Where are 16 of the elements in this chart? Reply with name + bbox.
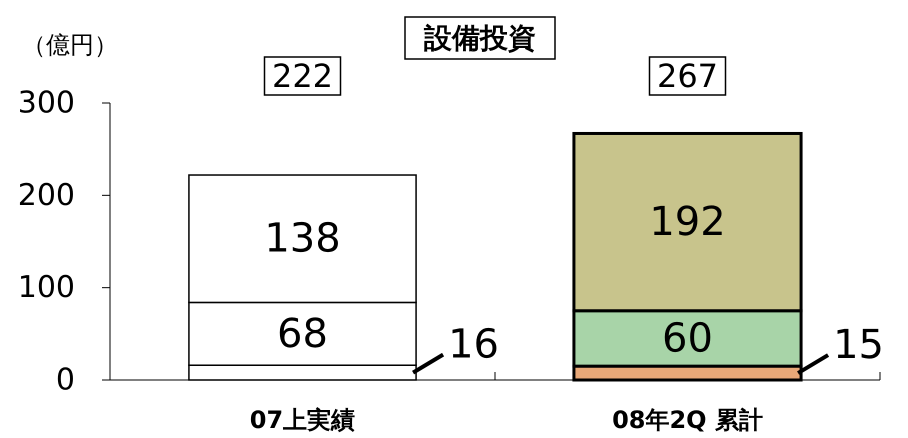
y-tick-label: 100 [18, 270, 75, 306]
y-axis-title: （億円） [22, 31, 118, 59]
total-label: 222 [272, 57, 334, 95]
chart-title: 設備投資 [423, 22, 536, 54]
total-label: 267 [656, 57, 718, 95]
data-label: 192 [649, 199, 726, 246]
data-label: 138 [264, 216, 341, 262]
data-label: 15 [833, 322, 884, 368]
x-tick-label: 07上実績 [250, 406, 356, 434]
y-tick-label: 200 [18, 178, 75, 213]
data-label: 68 [277, 310, 328, 357]
y-tick-label: 0 [56, 362, 75, 398]
y-tick-label: 300 [18, 86, 75, 120]
data-label: 16 [448, 322, 499, 368]
x-tick-label: 08年2Q 累計 [612, 406, 763, 434]
data-label: 60 [662, 315, 713, 362]
